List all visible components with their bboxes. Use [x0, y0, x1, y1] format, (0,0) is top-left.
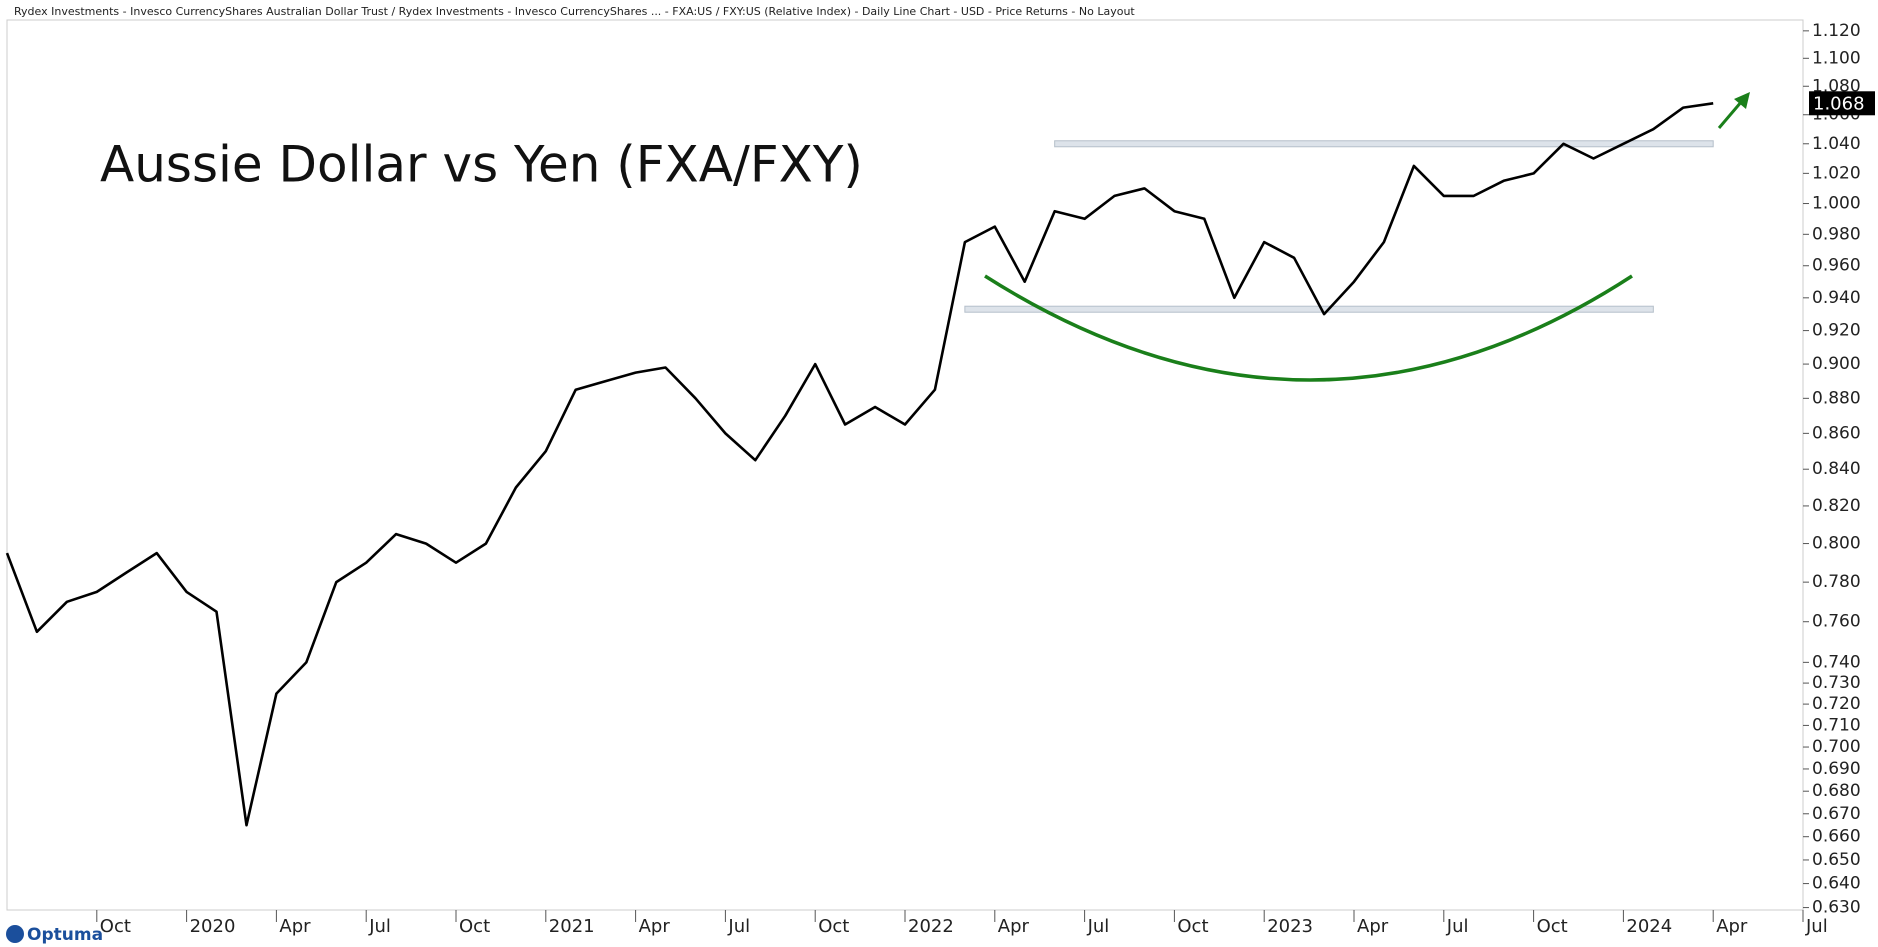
logo: Optuma	[27, 925, 103, 945]
x-tick-label: Oct	[1177, 916, 1208, 937]
y-tick-label: 0.730	[1812, 673, 1861, 693]
y-tick-label: 0.940	[1812, 288, 1861, 308]
y-tick-label: 1.040	[1812, 134, 1861, 154]
last-value-box	[1809, 91, 1875, 116]
chart-header: Rydex Investments - Invesco CurrencyShar…	[14, 5, 1135, 18]
y-tick-label: 0.700	[1812, 737, 1861, 757]
y-tick-label: 0.670	[1812, 804, 1861, 824]
y-tick-label: 1.080	[1812, 76, 1861, 96]
y-tick-label: 0.690	[1812, 759, 1861, 779]
y-tick-label: 1.000	[1812, 194, 1861, 214]
x-tick-label: 2022	[908, 916, 954, 937]
x-tick-label: Jul	[1805, 916, 1828, 937]
x-tick-label: 2020	[190, 916, 236, 937]
y-tick-label: 0.840	[1812, 459, 1861, 479]
y-tick-label: 0.650	[1812, 850, 1861, 870]
y-tick-label: 0.900	[1812, 354, 1861, 374]
x-tick-label: Apr	[279, 916, 311, 937]
y-tick-label: 1.100	[1812, 48, 1861, 68]
x-tick-label: 2023	[1267, 916, 1313, 937]
y-tick-label: 0.780	[1812, 572, 1861, 592]
y-tick-label: 0.880	[1812, 388, 1861, 408]
y-tick-label: 0.860	[1812, 423, 1861, 443]
y-tick-label: 0.960	[1812, 256, 1861, 276]
rounding-bottom-arc	[984, 274, 1633, 382]
y-tick-label: 0.820	[1812, 496, 1861, 516]
y-tick-label: 0.980	[1812, 224, 1861, 244]
y-tick-label: 0.660	[1812, 827, 1861, 847]
y-tick-label: 1.120	[1812, 21, 1861, 41]
x-tick-label: Apr	[998, 916, 1030, 937]
y-tick-label: 0.710	[1812, 715, 1861, 735]
x-tick-label: Oct	[100, 916, 131, 937]
x-tick-label: Apr	[639, 916, 671, 937]
x-tick-label: Oct	[459, 916, 490, 937]
y-tick-label: 0.800	[1812, 534, 1861, 554]
level-band	[964, 305, 1654, 313]
y-tick-label: 0.630	[1812, 898, 1861, 918]
chart-title: Aussie Dollar vs Yen (FXA/FXY)	[100, 136, 863, 194]
logo-bg	[3, 923, 87, 945]
x-tick-label: 2024	[1626, 916, 1672, 937]
y-tick-label: 0.720	[1812, 694, 1861, 714]
logo-icon	[6, 925, 24, 943]
y-tick-label: 0.640	[1812, 874, 1861, 894]
x-tick-label: Apr	[1357, 916, 1389, 937]
level-band	[1054, 140, 1714, 148]
x-tick-label: Jul	[727, 916, 750, 937]
x-tick-label: Jul	[1446, 916, 1469, 937]
y-tick-label: 0.740	[1812, 652, 1861, 672]
trend-arrow	[1717, 100, 1744, 129]
x-tick-label: 2021	[549, 916, 595, 937]
y-tick-label: 0.920	[1812, 321, 1861, 341]
trend-arrow-head	[1734, 92, 1750, 109]
y-tick-label: 1.020	[1812, 163, 1861, 183]
y-tick-label: 0.680	[1812, 781, 1861, 801]
y-tick-label: 0.760	[1812, 612, 1861, 632]
price-line	[5, 102, 1714, 827]
x-tick-label: Jul	[368, 916, 391, 937]
last-value-label: 1.068	[1813, 93, 1865, 114]
x-tick-label: Apr	[1716, 916, 1748, 937]
x-tick-label: Oct	[818, 916, 849, 937]
x-tick-label: Jul	[1087, 916, 1110, 937]
x-tick-label: Oct	[1537, 916, 1568, 937]
